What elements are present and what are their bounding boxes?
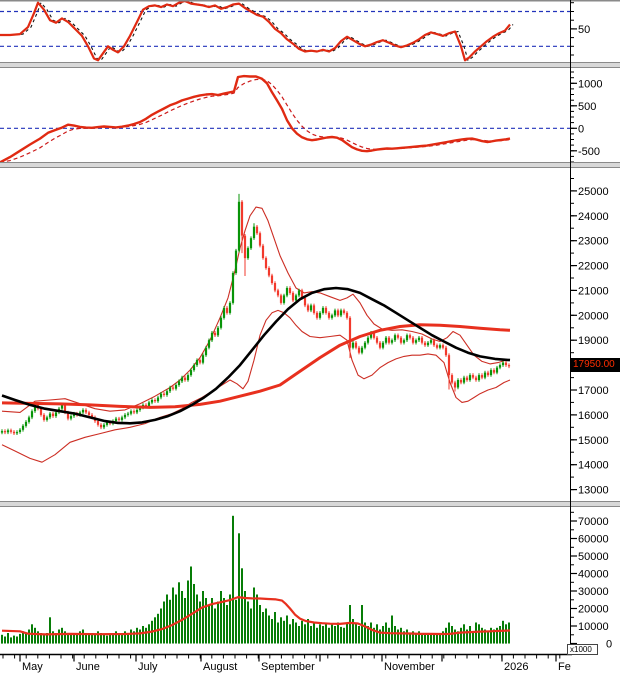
- oscillator-axis-label: 50: [578, 24, 590, 36]
- price-axis-label: 23000: [578, 236, 609, 248]
- macd-panel[interactable]: [0, 74, 570, 162]
- volume-axis-label: 10000: [578, 621, 609, 633]
- price-axis-label: 25000: [578, 186, 609, 198]
- price-y-axis: 25000 24000 23000 22000 21000 20000 19000 17000…: [570, 178, 609, 497]
- macd-y-axis: 1000 500 0 -500: [570, 71, 602, 163]
- panel-separators: [0, 0, 620, 507]
- volume-y-axis: 70000 60000 50000 40000 30000 20000 10000 0: [570, 511, 612, 651]
- x-axis-month-label: May: [22, 661, 43, 673]
- macd-axis-label: 500: [578, 101, 596, 113]
- volume-axis-label: 20000: [578, 604, 609, 616]
- oscillator-panel[interactable]: [0, 1, 570, 62]
- volume-ma-red: [1, 596, 511, 636]
- x-axis-month-label: Fe: [558, 661, 571, 673]
- price-axis-label: 21000: [578, 285, 609, 297]
- x-axis-month-label: September: [261, 661, 315, 673]
- macd-axis-label: 1000: [578, 78, 602, 90]
- oscillator-line-shadow: [3, 1, 514, 62]
- price-panel[interactable]: [0, 193, 511, 463]
- macd-axis-label: 0: [578, 123, 584, 135]
- volume-axis-label: 40000: [578, 569, 609, 581]
- bollinger-lower: [1, 309, 511, 463]
- macd-line-signal: [0, 78, 511, 162]
- x-axis-month-label: November: [384, 661, 435, 673]
- oscillator-y-axis: 50: [570, 2, 590, 56]
- price-axis-label: 15000: [578, 435, 609, 447]
- price-axis-label: 17000: [578, 385, 609, 397]
- volume-axis-label: 70000: [578, 516, 609, 528]
- volume-panel[interactable]: [1, 515, 511, 644]
- x-axis-month-label: 2026: [504, 661, 528, 673]
- ma-medium-black: [1, 286, 511, 425]
- price-axis-label: 13000: [578, 485, 609, 497]
- x-axis-month-label: July: [138, 661, 158, 673]
- volume-axis-label: 30000: [578, 586, 609, 598]
- oscillator-line: [0, 1, 511, 62]
- volume-axis-label: 60000: [578, 534, 609, 546]
- price-axis-label: 20000: [578, 310, 609, 322]
- macd-line: [0, 74, 511, 162]
- last-price-marker: 17950.00: [570, 358, 620, 372]
- x-axis: May June July August September November 2026 Fe: [0, 653, 572, 673]
- price-axis-label: 22000: [578, 261, 609, 273]
- price-axis-label: 19000: [578, 335, 609, 347]
- volume-unit-label: x1000: [567, 644, 598, 655]
- ma-long-red: [1, 323, 511, 409]
- bollinger-upper: [1, 206, 511, 413]
- candlestick-series: [0, 193, 511, 435]
- x-axis-month-label: August: [203, 661, 237, 673]
- volume-bars: [1, 515, 510, 644]
- x-axis-month-label: June: [76, 661, 100, 673]
- price-axis-label: 24000: [578, 211, 609, 223]
- price-axis-label: 14000: [578, 460, 609, 472]
- price-axis-label: 16000: [578, 410, 609, 422]
- volume-axis-label: 0: [606, 639, 612, 651]
- volume-axis-label: 50000: [578, 551, 609, 563]
- macd-axis-label: -500: [578, 146, 600, 158]
